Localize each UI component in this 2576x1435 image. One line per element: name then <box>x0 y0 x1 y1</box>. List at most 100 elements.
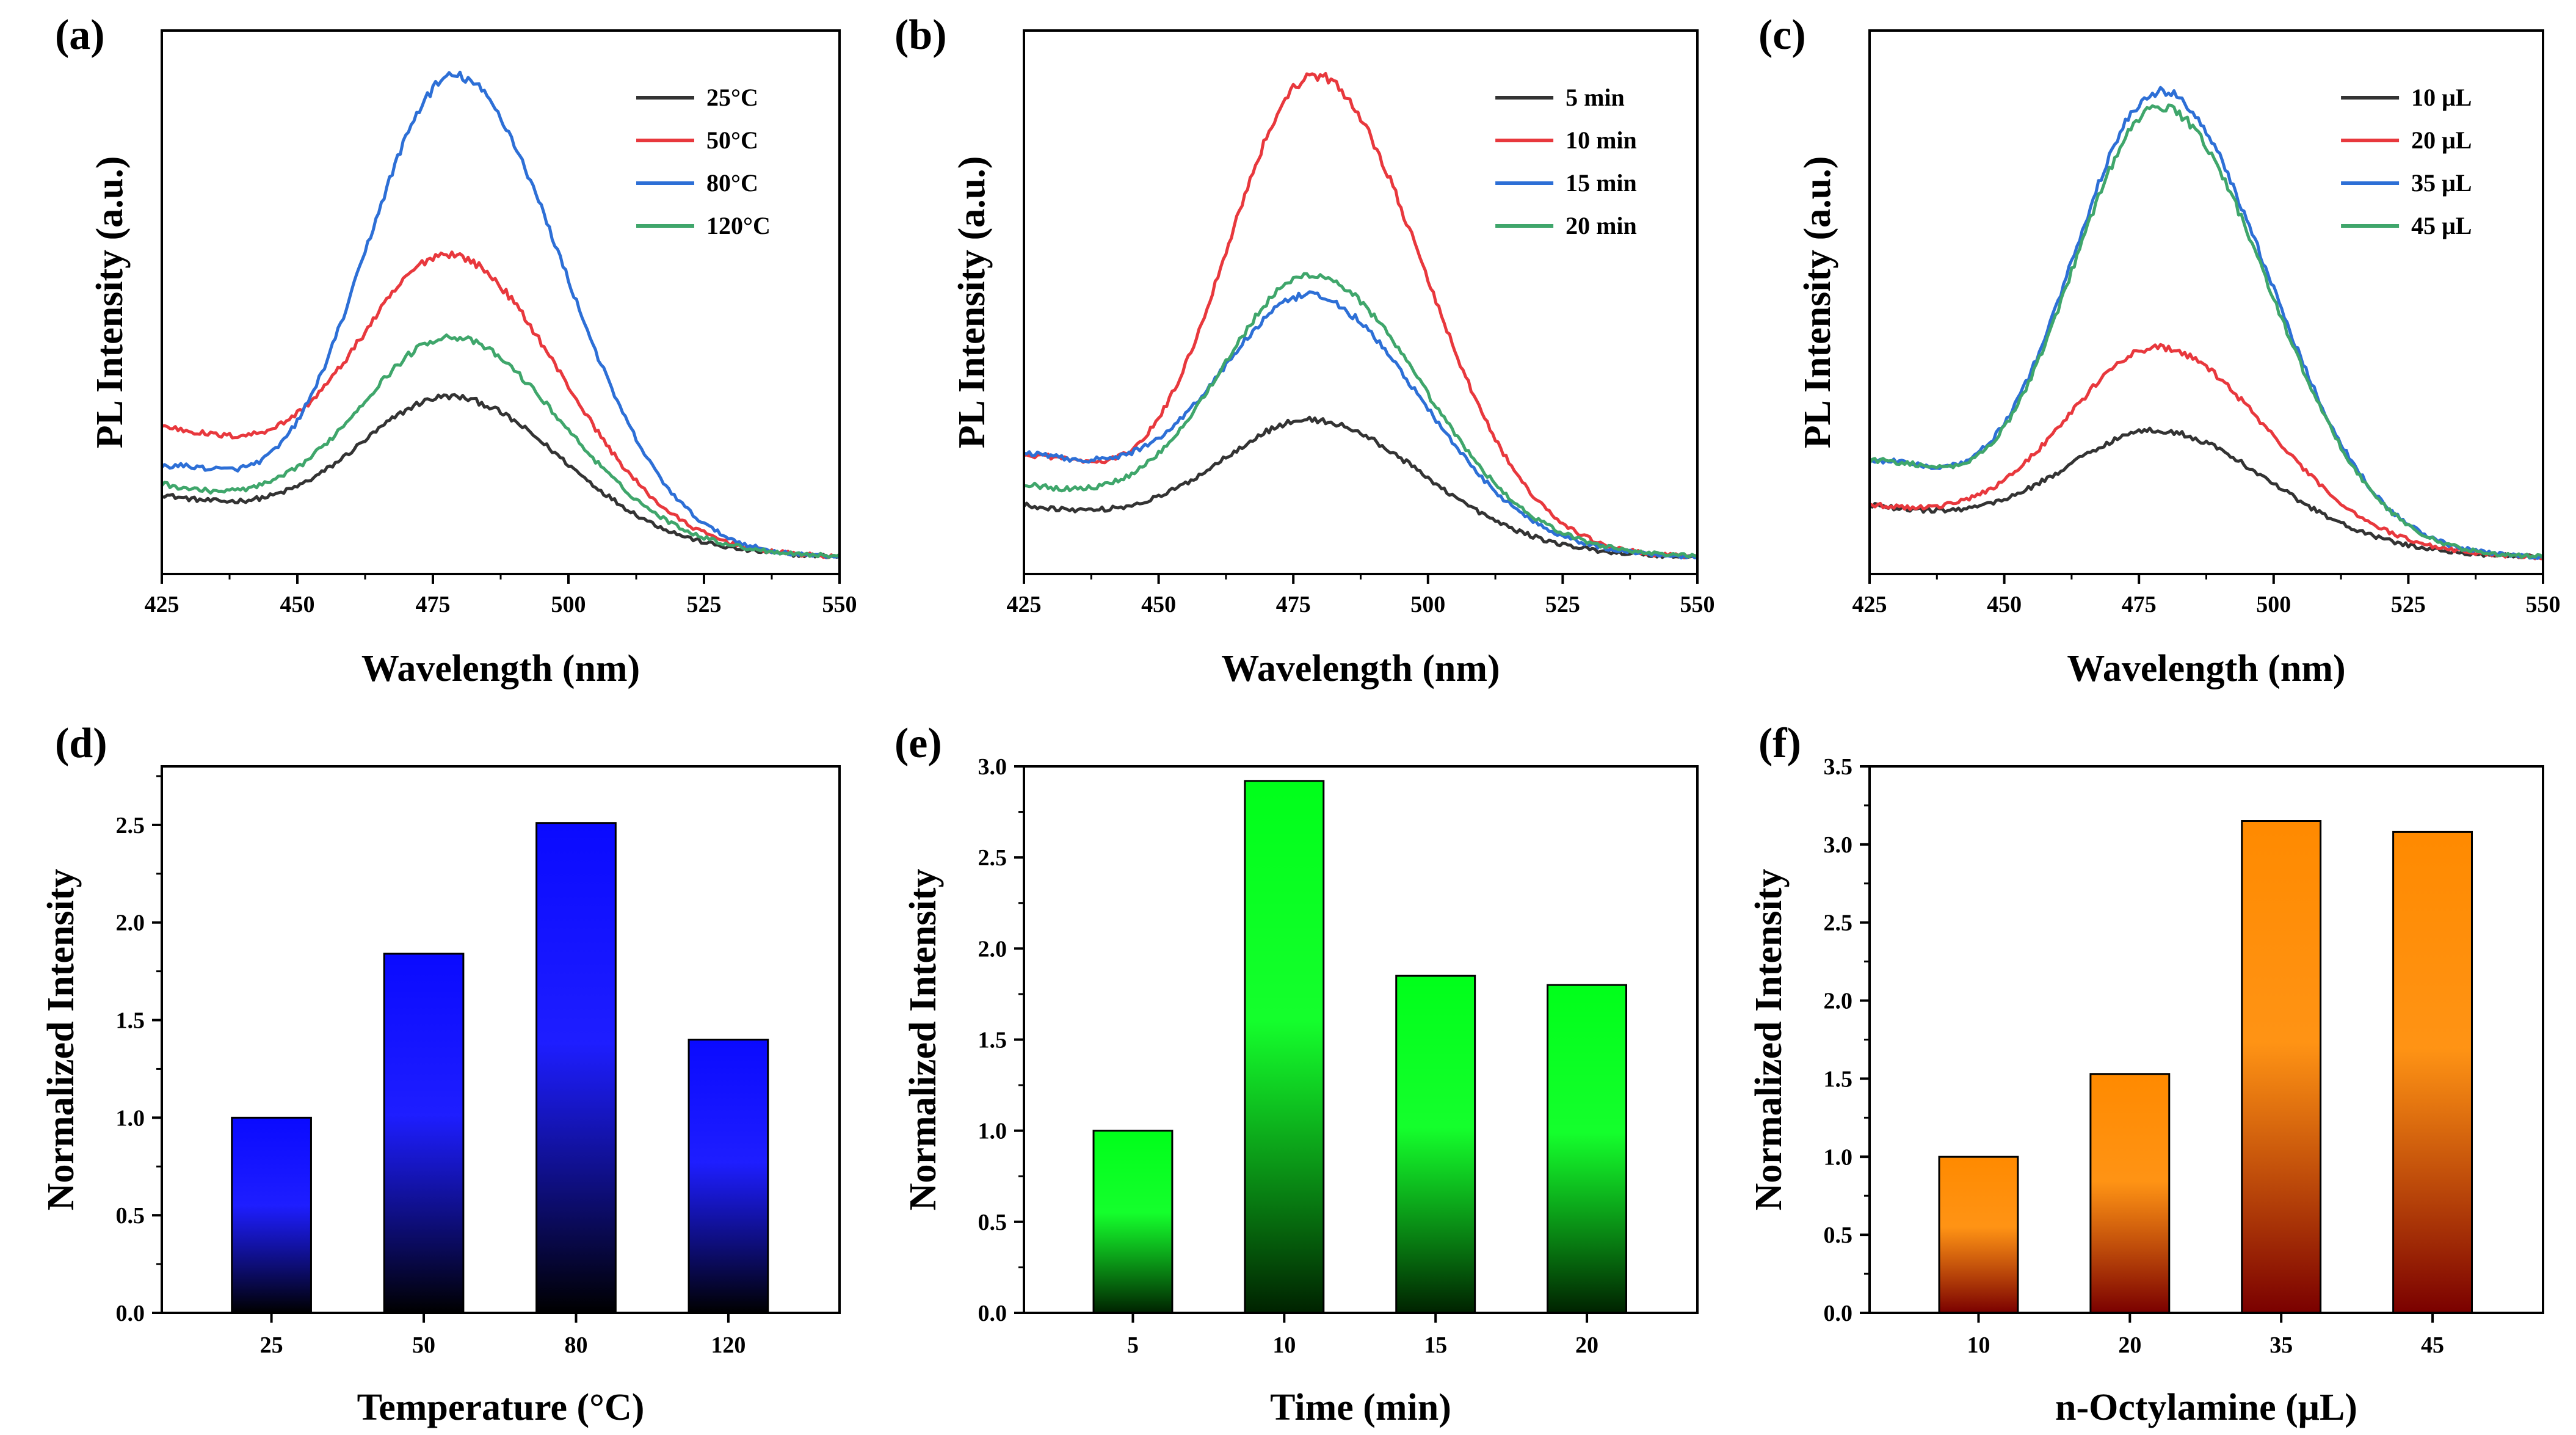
y-tick-label: 1.5 <box>116 1008 145 1034</box>
y-tick-label: 0.5 <box>978 1210 1007 1235</box>
x-axis-label: n-Octylamine (μL) <box>2055 1387 2357 1428</box>
x-tick-label: 450 <box>1987 592 2022 617</box>
x-tick-label: 5 <box>1127 1332 1139 1358</box>
x-axis-label: Temperature (°C) <box>357 1387 645 1428</box>
y-tick-label: 2.5 <box>978 845 1007 871</box>
y-tick-label: 1.0 <box>978 1119 1007 1144</box>
x-tick-label: 25 <box>260 1332 283 1358</box>
chart-panel-d: (d) Temperature (°C) Normalized Intensity 2… <box>40 720 841 1428</box>
series-line-1 <box>161 393 840 559</box>
x-tick-label: 475 <box>2122 592 2157 617</box>
bar-4 <box>2392 830 2473 1314</box>
y-axis-label: Normalized Intensity <box>1748 869 1790 1211</box>
y-tick-label: 2.0 <box>1824 989 1853 1014</box>
legend-label-3: 35 μL <box>2411 169 2472 197</box>
legend-label-3: 15 min <box>1566 169 1637 197</box>
panel-label: (d) <box>55 720 107 767</box>
x-axis-label: Wavelength (nm) <box>2067 648 2345 689</box>
x-tick-label: 450 <box>1141 592 1176 617</box>
y-axis-label: PL Intensity (a.u.) <box>951 156 993 449</box>
bar-3 <box>2241 820 2322 1314</box>
x-tick-label: 525 <box>2391 592 2426 617</box>
x-tick-label: 10 <box>1967 1332 1990 1358</box>
chart-panel-c: (c) Wavelength (nm) PL Intensity (a.u.) 425… <box>1758 12 2561 689</box>
x-tick-label: 425 <box>1852 592 1887 617</box>
y-tick-label: 1.5 <box>978 1028 1007 1053</box>
legend-label-4: 45 μL <box>2411 212 2472 239</box>
x-tick-label: 35 <box>2269 1332 2293 1358</box>
y-tick-label: 2.0 <box>116 910 145 936</box>
bar-1 <box>1938 1155 2019 1314</box>
y-axis-label: PL Intensity (a.u.) <box>89 156 131 449</box>
chart-panel-a: (a) Wavelength (nm) PL Intensity (a.u.) 425… <box>55 12 857 689</box>
legend-label-1: 25°C <box>706 84 758 111</box>
series-line-4 <box>1023 272 1698 559</box>
y-axis-label: Normalized Intensity <box>40 869 82 1211</box>
bar-2 <box>1244 780 1325 1314</box>
legend-label-2: 50°C <box>706 126 758 154</box>
y-tick-label: 2.5 <box>116 813 145 838</box>
x-tick-label: 20 <box>2118 1332 2141 1358</box>
chart-panel-e: (e) Time (min) Normalized Intensity 5 10 15 20… <box>894 720 1699 1428</box>
x-tick-label: 475 <box>416 592 451 617</box>
y-tick-label: 0.0 <box>1824 1301 1853 1326</box>
series-line-1 <box>1023 415 1699 559</box>
x-tick-label: 475 <box>1276 592 1311 617</box>
plot-frame <box>161 29 841 575</box>
y-tick-label: 0.5 <box>1824 1222 1853 1248</box>
series-line-3 <box>1023 290 1698 560</box>
x-tick-label: 10 <box>1272 1332 1296 1358</box>
x-tick-label: 15 <box>1424 1332 1447 1358</box>
x-axis-label: Wavelength (nm) <box>1221 648 1500 689</box>
bar-4 <box>688 1039 769 1314</box>
y-tick-label: 0.0 <box>978 1301 1007 1326</box>
x-tick-label: 120 <box>711 1332 746 1358</box>
x-tick-label: 20 <box>1575 1332 1598 1358</box>
legend-label-2: 10 min <box>1566 126 1637 154</box>
chart-panel-b: (b) Wavelength (nm) PL Intensity (a.u.) 425… <box>894 12 1715 689</box>
series-line-4 <box>1868 103 2544 559</box>
legend-label-3: 80°C <box>706 169 758 197</box>
y-axis-label: PL Intensity (a.u.) <box>1797 156 1838 449</box>
x-tick-label: 525 <box>1545 592 1580 617</box>
series-line-1 <box>1868 426 2544 559</box>
series-line-4 <box>161 333 841 559</box>
y-tick-label: 3.0 <box>978 754 1007 780</box>
x-tick-label: 550 <box>822 592 857 617</box>
x-tick-label: 500 <box>2256 592 2291 617</box>
legend-label-4: 120°C <box>706 212 771 239</box>
x-tick-label: 500 <box>1410 592 1445 617</box>
x-tick-label: 525 <box>687 592 722 617</box>
y-tick-label: 1.5 <box>1824 1066 1853 1092</box>
plot-frame <box>1868 29 2544 575</box>
panel-label: (c) <box>1758 12 1806 59</box>
panel-label: (e) <box>894 720 942 767</box>
bar-3 <box>535 822 617 1314</box>
y-tick-label: 2.0 <box>978 936 1007 962</box>
chart-panel-f: (f) n-Octylamine (μL) Normalized Intensity… <box>1748 720 2544 1428</box>
bar-3 <box>1395 975 1476 1314</box>
bar-2 <box>2089 1073 2171 1314</box>
legend-label-1: 5 min <box>1566 84 1625 111</box>
panel-label: (b) <box>894 12 947 59</box>
x-axis-label: Time (min) <box>1270 1387 1451 1428</box>
y-tick-label: 3.0 <box>1824 832 1853 858</box>
y-tick-label: 0.5 <box>116 1203 145 1229</box>
legend-label-1: 10 μL <box>2411 84 2472 111</box>
legend-label-4: 20 min <box>1566 212 1637 239</box>
x-tick-label: 425 <box>145 592 180 617</box>
x-tick-label: 425 <box>1007 592 1042 617</box>
y-tick-label: 3.5 <box>1824 754 1853 780</box>
series-line-2 <box>1023 71 1698 559</box>
x-tick-label: 550 <box>1680 592 1715 617</box>
series-line-2 <box>161 250 840 559</box>
x-axis-label: Wavelength (nm) <box>361 648 640 689</box>
bar-1 <box>231 1116 312 1314</box>
y-tick-label: 1.0 <box>116 1105 145 1131</box>
y-tick-label: 1.0 <box>1824 1144 1853 1170</box>
series-line-3 <box>1868 85 2544 560</box>
y-axis-label: Normalized Intensity <box>902 869 944 1211</box>
x-tick-label: 45 <box>2421 1332 2444 1358</box>
x-tick-label: 50 <box>412 1332 435 1358</box>
